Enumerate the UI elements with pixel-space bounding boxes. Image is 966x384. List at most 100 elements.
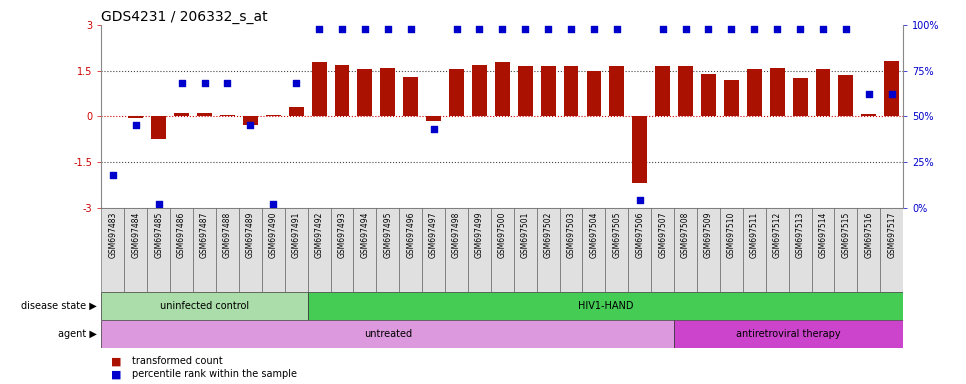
Bar (330, 208, 354, 292)
Text: GSM697493: GSM697493 (337, 212, 347, 258)
Text: GSM697514: GSM697514 (818, 212, 828, 258)
Text: GSM697490: GSM697490 (269, 212, 278, 258)
Point (586, 26, 602, 32)
Point (242, 122, 258, 129)
Bar (289, 107, 303, 116)
Text: GSM697507: GSM697507 (658, 212, 668, 258)
Bar (193, 208, 216, 292)
Text: GSM697509: GSM697509 (704, 212, 713, 258)
Bar (628, 208, 651, 292)
Bar (559, 208, 582, 292)
Bar (815, 69, 831, 116)
Text: GSM697492: GSM697492 (315, 212, 324, 258)
Point (151, 201, 166, 207)
Bar (170, 208, 193, 292)
Text: GSM697501: GSM697501 (521, 212, 529, 258)
Text: GSM697489: GSM697489 (245, 212, 255, 258)
Text: transformed count: transformed count (132, 356, 223, 366)
Text: GSM697496: GSM697496 (406, 212, 415, 258)
Point (174, 80, 189, 86)
Bar (403, 77, 418, 116)
Text: GSM697506: GSM697506 (636, 212, 644, 258)
Bar (724, 80, 739, 116)
Point (105, 172, 121, 178)
Bar (495, 62, 510, 116)
Bar (381, 68, 395, 116)
Point (334, 26, 350, 32)
Bar (101, 320, 674, 348)
Point (471, 26, 487, 32)
Text: GSM697512: GSM697512 (773, 212, 781, 258)
Point (540, 26, 555, 32)
Bar (426, 116, 441, 121)
Bar (793, 78, 808, 116)
Bar (445, 208, 468, 292)
Text: percentile rank within the sample: percentile rank within the sample (132, 369, 298, 379)
Text: ■: ■ (111, 356, 122, 366)
Bar (678, 66, 693, 116)
Bar (152, 116, 166, 139)
Bar (312, 62, 327, 116)
Bar (514, 208, 537, 292)
Point (747, 26, 762, 32)
Bar (285, 208, 307, 292)
Point (311, 26, 327, 32)
Bar (674, 208, 697, 292)
Text: GSM697484: GSM697484 (131, 212, 140, 258)
Bar (743, 208, 766, 292)
Bar (472, 65, 487, 116)
Bar (357, 69, 372, 116)
Bar (197, 113, 212, 116)
Bar (101, 292, 307, 320)
Point (770, 26, 785, 32)
Bar (307, 292, 903, 320)
Bar (655, 66, 670, 116)
Point (632, 197, 647, 204)
Point (403, 26, 418, 32)
Point (815, 26, 831, 32)
Point (266, 201, 281, 207)
Text: agent ▶: agent ▶ (58, 329, 97, 339)
Bar (399, 208, 422, 292)
Text: GSM697502: GSM697502 (544, 212, 553, 258)
Point (700, 26, 716, 32)
Bar (125, 208, 147, 292)
Point (563, 26, 579, 32)
Point (449, 26, 465, 32)
Text: GSM697491: GSM697491 (292, 212, 300, 258)
Point (128, 122, 144, 129)
Point (884, 91, 899, 98)
Bar (518, 66, 532, 116)
Bar (422, 208, 445, 292)
Text: GSM697494: GSM697494 (360, 212, 369, 258)
Text: GDS4231 / 206332_s_at: GDS4231 / 206332_s_at (101, 10, 268, 24)
Bar (491, 208, 514, 292)
Bar (468, 208, 491, 292)
Bar (563, 66, 579, 116)
Text: ■: ■ (111, 369, 122, 379)
Point (357, 26, 373, 32)
Bar (884, 61, 899, 116)
Point (380, 26, 395, 32)
Text: GSM697487: GSM697487 (200, 212, 209, 258)
Text: uninfected control: uninfected control (160, 301, 249, 311)
Bar (537, 208, 559, 292)
Text: HIV1-HAND: HIV1-HAND (578, 301, 633, 311)
Bar (697, 208, 720, 292)
Text: GSM697488: GSM697488 (223, 212, 232, 258)
Bar (266, 114, 281, 116)
Text: GSM697503: GSM697503 (566, 212, 576, 258)
Bar (582, 208, 606, 292)
Text: GSM697485: GSM697485 (155, 212, 163, 258)
Bar (838, 75, 853, 116)
Text: GSM697510: GSM697510 (726, 212, 736, 258)
Bar (770, 68, 784, 116)
Point (655, 26, 670, 32)
Text: disease state ▶: disease state ▶ (21, 301, 97, 311)
Text: GSM697504: GSM697504 (589, 212, 599, 258)
Point (678, 26, 694, 32)
Text: GSM697515: GSM697515 (841, 212, 850, 258)
Bar (586, 71, 602, 116)
Point (792, 26, 808, 32)
Point (724, 26, 739, 32)
